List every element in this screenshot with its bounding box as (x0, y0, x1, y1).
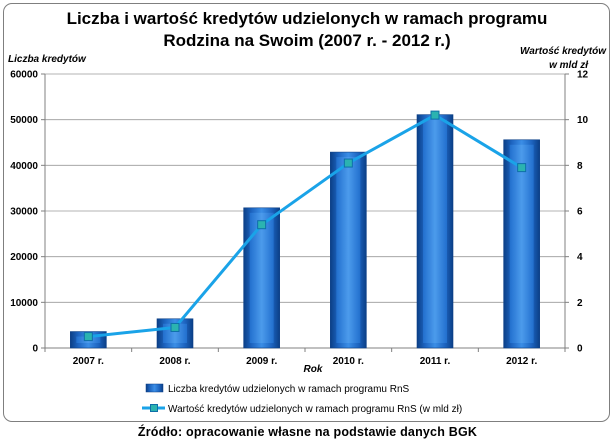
legend: Liczba kredytów udzielonych w ramach pro… (142, 383, 462, 415)
legend-item-bars: Liczba kredytów udzielonych w ramach pro… (145, 383, 410, 395)
value-point (517, 163, 527, 173)
y-right-tick-label: 12 (577, 70, 589, 81)
plot-area: 0 10000 20000 30000 40000 50000 60000 0 2 4 6 8 10 12… (10, 70, 588, 368)
y-right-tick-label: 4 (577, 252, 583, 263)
y-left-tick-label: 10000 (10, 298, 38, 309)
x-tick-label: 2009 r. (246, 356, 277, 367)
y-left-tick-label: 50000 (10, 115, 38, 126)
y-axis-left-title: Liczba kredytów (8, 54, 87, 65)
legend-line-label: Wartość kredytów udzielonych w ramach pr… (168, 404, 462, 415)
y-left-tick-label: 20000 (10, 252, 38, 263)
value-line (88, 113, 523, 339)
value-point (83, 332, 93, 342)
chart-title-line-2: Rodzina na Swoim (2007 r. - 2012 r.) (163, 31, 450, 50)
legend-bar-swatch (145, 383, 164, 393)
y-left-tick-label: 40000 (10, 161, 38, 172)
x-tick-label: 2008 r. (159, 356, 190, 367)
x-axis-title: Rok (304, 364, 323, 375)
legend-line-marker (150, 404, 158, 412)
legend-item-line: Wartość kredytów udzielonych w ramach pr… (142, 404, 462, 415)
value-point (430, 110, 440, 120)
x-tick-label: 2007 r. (73, 356, 104, 367)
y-right-tick-label: 8 (577, 161, 583, 172)
chart-title-line-1: Liczba i wartość kredytów udzielonych w … (67, 9, 548, 28)
y-right-tick-label: 10 (577, 115, 589, 126)
y-right-tick-label: 2 (577, 298, 583, 309)
y-axis-right-title-line-2: w mld zł (549, 60, 589, 71)
y-left-tick-label: 0 (32, 344, 38, 355)
bar-highlight (336, 157, 361, 343)
source-note: Źródło: opracowanie własne na podstawie … (137, 425, 478, 439)
y-right-tick-label: 0 (577, 344, 583, 355)
x-tick-label: 2010 r. (333, 356, 364, 367)
legend-bar-label: Liczba kredytów udzielonych w ramach pro… (168, 384, 410, 395)
value-point (257, 220, 267, 230)
y-axis-right-title-line-1: Wartość kredytów (520, 46, 607, 57)
bar-highlight (423, 119, 447, 343)
value-point (343, 158, 353, 168)
y-left-tick-label: 30000 (10, 207, 38, 218)
chart: Liczba i wartość kredytów udzielonych w … (8, 9, 607, 415)
x-tick-label: 2011 r. (420, 356, 451, 367)
x-tick-label: 2012 r. (506, 356, 537, 367)
y-left-tick-label: 60000 (10, 70, 38, 81)
y-right-tick-label: 6 (577, 207, 583, 218)
value-point (170, 322, 180, 332)
bar-highlight (509, 144, 534, 343)
